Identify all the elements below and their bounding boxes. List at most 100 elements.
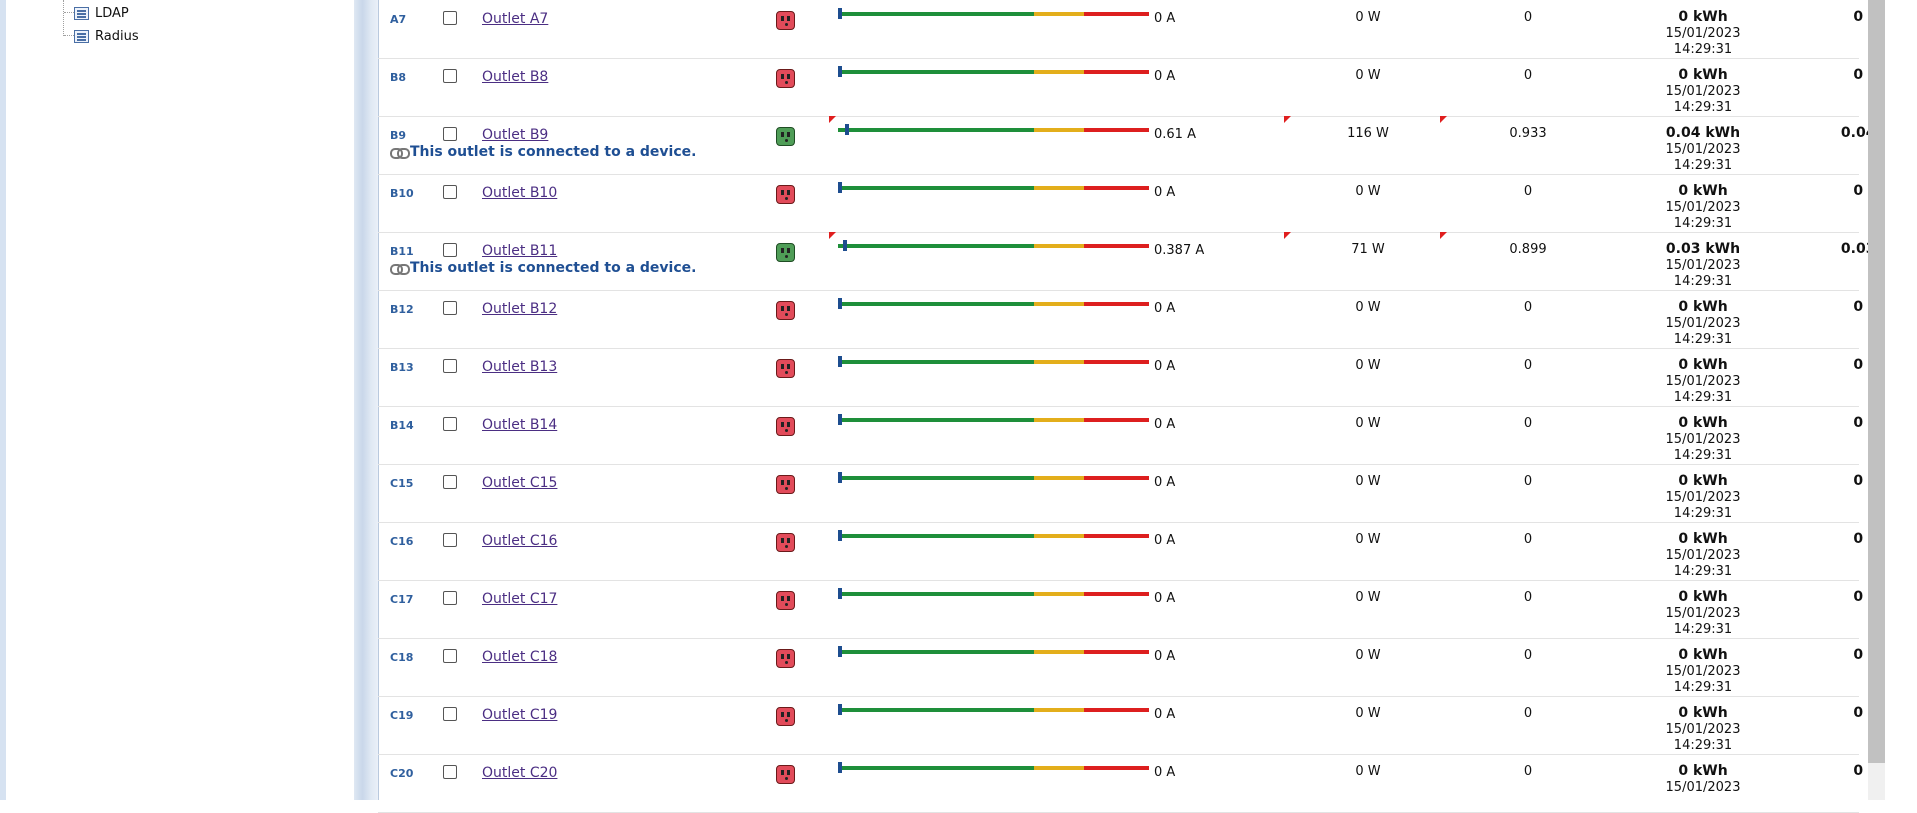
load-gauge-green: [838, 12, 1034, 16]
table-row: C19 Outlet C19 0 A 0 W 0 0 kWh 15/01/2023 1…: [378, 696, 1903, 755]
outlet-select-checkbox[interactable]: [443, 185, 457, 199]
current-value: 0 A: [1154, 475, 1176, 490]
energy-time: 14:29:31: [1673, 680, 1733, 695]
table-row: B12 Outlet B12 0 A 0 W 0 0 kWh 15/01/2023 1…: [378, 290, 1903, 349]
outlet-name-link[interactable]: Outlet A7: [482, 11, 549, 27]
outlet-status-icon[interactable]: [776, 533, 795, 552]
load-gauge-yellow: [1034, 708, 1084, 712]
outlet-select-checkbox[interactable]: [443, 475, 457, 489]
energy-date: 15/01/2023: [1665, 374, 1741, 389]
energy-date: 15/01/2023: [1665, 26, 1741, 41]
link-icon: [390, 147, 410, 159]
outlet-select-checkbox[interactable]: [443, 69, 457, 83]
outlet-select-checkbox[interactable]: [443, 417, 457, 431]
table-row: B14 Outlet B14 0 A 0 W 0 0 kWh 15/01/2023 1…: [378, 406, 1903, 465]
energy-date: 15/01/2023: [1665, 548, 1741, 563]
energy-date: 15/01/2023: [1665, 780, 1741, 795]
outlet-status-icon[interactable]: [776, 185, 795, 204]
connected-device-text: This outlet is connected to a device.: [410, 144, 697, 160]
current-value: 0 A: [1154, 417, 1176, 432]
load-gauge-red: [1084, 186, 1149, 190]
outlet-name-link[interactable]: Outlet C18: [482, 649, 558, 665]
outlet-name-link[interactable]: Outlet B13: [482, 359, 558, 375]
load-gauge-marker: [838, 356, 842, 367]
load-gauge-marker: [838, 472, 842, 483]
load-gauge-yellow: [1034, 12, 1084, 16]
table-row: B10 Outlet B10 0 A 0 W 0 0 kWh 15/01/2023 1…: [378, 174, 1903, 233]
outlet-name-link[interactable]: Outlet B10: [482, 185, 558, 201]
load-gauge: [838, 8, 1149, 19]
outlet-name-link[interactable]: Outlet B12: [482, 301, 558, 317]
load-gauge-yellow: [1034, 302, 1084, 306]
sidebar-item-label: LDAP: [95, 5, 129, 21]
outlet-select-checkbox[interactable]: [443, 301, 457, 315]
load-gauge-marker: [838, 646, 842, 657]
scrollbar-thumb[interactable]: [1868, 0, 1885, 763]
load-gauge-green: [838, 244, 1034, 248]
outlet-status-icon[interactable]: [776, 649, 795, 668]
load-gauge-yellow: [1034, 650, 1084, 654]
energy-date: 15/01/2023: [1665, 722, 1741, 737]
energy-date: 15/01/2023: [1665, 258, 1741, 273]
energy-cell: 0 kWh 15/01/2023 14:29:31: [1623, 183, 1783, 232]
load-gauge: [838, 472, 1149, 483]
load-gauge-red: [1084, 360, 1149, 364]
current-value: 0 A: [1154, 649, 1176, 664]
energy-value: 0 kWh: [1678, 531, 1728, 547]
energy-time: 14:29:31: [1673, 622, 1733, 637]
outlet-name-link[interactable]: Outlet C15: [482, 475, 558, 491]
power-factor-value: 0: [1523, 68, 1533, 83]
outlet-name-link[interactable]: Outlet C19: [482, 707, 558, 723]
outlet-status-icon[interactable]: [776, 11, 795, 30]
outlet-status-icon[interactable]: [776, 301, 795, 320]
sidebar-item-radius[interactable]: Radius: [74, 26, 139, 46]
outlet-name-link[interactable]: Outlet B14: [482, 417, 558, 433]
outlet-select-checkbox[interactable]: [443, 707, 457, 721]
energy-cell: 0 kWh 15/01/2023 14:29:31: [1623, 299, 1783, 348]
power-value: 0 W: [1355, 764, 1381, 779]
outlet-name-link[interactable]: Outlet C20: [482, 765, 558, 781]
outlet-status-icon[interactable]: [776, 591, 795, 610]
sidebar-item-ldap[interactable]: LDAP: [74, 3, 129, 23]
outlet-status-icon[interactable]: [776, 243, 795, 262]
outlet-status-icon[interactable]: [776, 475, 795, 494]
outlet-status-icon[interactable]: [776, 127, 795, 146]
outlet-name-link[interactable]: Outlet B8: [482, 69, 549, 85]
outlet-status-icon[interactable]: [776, 765, 795, 784]
outlet-name-link[interactable]: Outlet B9: [482, 127, 549, 143]
table-row: C15 Outlet C15 0 A 0 W 0 0 kWh 15/01/2023 1…: [378, 464, 1903, 523]
outlet-select-checkbox[interactable]: [443, 591, 457, 605]
outlet-name-link[interactable]: Outlet B11: [482, 243, 558, 259]
outlet-name-link[interactable]: Outlet C16: [482, 533, 558, 549]
right-margin: [1885, 0, 1917, 800]
load-gauge-red: [1084, 244, 1149, 248]
sidebar-item-label: Radius: [95, 28, 139, 44]
outlet-status-icon[interactable]: [776, 359, 795, 378]
load-gauge-red: [1084, 708, 1149, 712]
alert-flag-icon: [1440, 116, 1447, 123]
outlet-select-checkbox[interactable]: [443, 243, 457, 257]
alert-flag-icon: [829, 116, 836, 123]
load-gauge: [838, 298, 1149, 309]
outlet-status-icon[interactable]: [776, 69, 795, 88]
load-gauge-marker: [838, 588, 842, 599]
pane-splitter[interactable]: [354, 0, 378, 800]
outlet-select-checkbox[interactable]: [443, 533, 457, 547]
outlet-select-checkbox[interactable]: [443, 127, 457, 141]
navigation-sidebar: LDAP Radius: [0, 0, 354, 800]
load-gauge-yellow: [1034, 128, 1084, 132]
energy-cell: 0 kWh 15/01/2023: [1623, 763, 1783, 796]
outlet-select-checkbox[interactable]: [443, 765, 457, 779]
energy-time: 14:29:31: [1673, 738, 1733, 753]
energy-cell: 0 kWh 15/01/2023 14:29:31: [1623, 357, 1783, 406]
outlet-status-icon[interactable]: [776, 417, 795, 436]
outlet-select-checkbox[interactable]: [443, 359, 457, 373]
outlet-status-icon[interactable]: [776, 707, 795, 726]
outlet-id: B10: [390, 187, 414, 200]
outlet-select-checkbox[interactable]: [443, 649, 457, 663]
current-value: 0 A: [1154, 69, 1176, 84]
load-gauge-green: [838, 592, 1034, 596]
outlet-name-link[interactable]: Outlet C17: [482, 591, 558, 607]
load-gauge-marker: [838, 8, 842, 19]
outlet-select-checkbox[interactable]: [443, 11, 457, 25]
